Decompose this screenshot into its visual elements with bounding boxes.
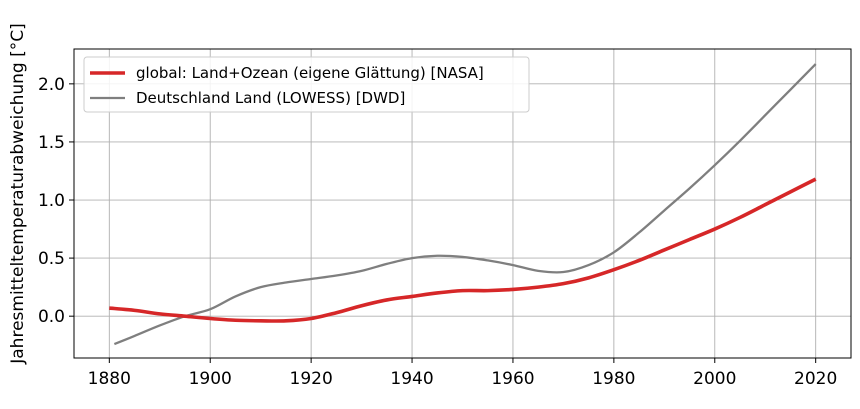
x-tick-label: 1920 xyxy=(290,369,333,389)
x-tick-label: 1900 xyxy=(189,369,232,389)
legend-label: Deutschland Land (LOWESS) [DWD] xyxy=(136,89,405,107)
x-tick-label: 1980 xyxy=(592,369,635,389)
x-tick-label: 2020 xyxy=(794,369,837,389)
x-tick-label: 1880 xyxy=(88,369,131,389)
axis-ticks: 1880 1900 1920 1940 1960 1980 2000 2020 0.0 0.5 1.… xyxy=(38,75,837,389)
legend-label: global: Land+Ozean (eigene Glättung) [NA… xyxy=(136,64,484,82)
x-tick-label: 1940 xyxy=(390,369,433,389)
series-line-global xyxy=(109,177,817,323)
y-tick-label: 1.0 xyxy=(38,191,65,211)
x-tick-label: 1960 xyxy=(491,369,534,389)
x-tick-label: 2000 xyxy=(693,369,736,389)
series-line-deutschland xyxy=(113,63,817,346)
plot-frame xyxy=(73,48,852,359)
y-axis-label: Jahresmitteltemperaturabweichung [°C] xyxy=(8,23,28,365)
y-tick-label: 1.5 xyxy=(38,133,65,153)
legend: global: Land+Ozean (eigene Glättung) [NA… xyxy=(83,56,530,113)
legend-box xyxy=(83,56,530,113)
y-tick-label: 0.0 xyxy=(38,307,65,327)
series-layer xyxy=(109,63,817,346)
y-tick-label: 2.0 xyxy=(38,75,65,95)
y-tick-label: 0.5 xyxy=(38,249,65,269)
